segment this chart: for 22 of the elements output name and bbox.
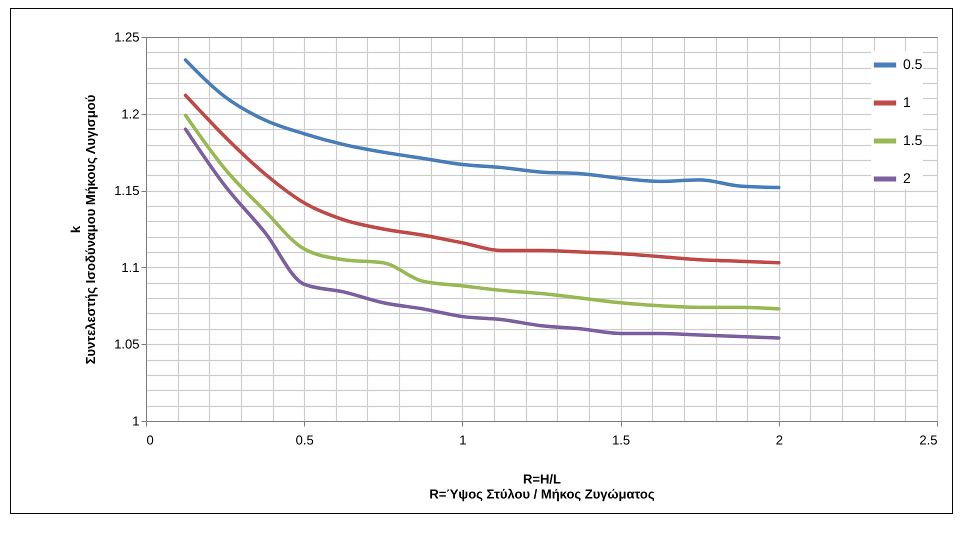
y-tick-label: 1.1	[121, 260, 140, 275]
legend-label: 1	[903, 94, 911, 110]
x-axis-title: R=H/L R=Ύψος Στύλου / Μήκος Ζυγώματος	[429, 472, 655, 502]
legend-label: 1.5	[903, 132, 923, 148]
x-tick-label: 2.5	[919, 432, 938, 448]
line-series	[184, 114, 781, 311]
y-tick-label: 1.2	[121, 106, 140, 122]
legend-label: 0.5	[903, 56, 923, 72]
x-tick-label: 0	[146, 432, 154, 448]
line-series	[184, 58, 781, 190]
y-tick-label: 1.15	[114, 183, 140, 198]
x-tick-label: 2	[776, 432, 783, 448]
y-tick-label: 1.25	[114, 30, 140, 44]
x-tick-label: 0.5	[296, 432, 314, 448]
y-tick-label: 1	[132, 414, 140, 428]
y-tick-label: 1.05	[114, 336, 140, 352]
y-axis-title: k Συντελεστής Ισοδύναμου Μήκους Λυγισμού	[68, 94, 98, 364]
x-tick-label: 1.5	[612, 432, 630, 448]
x-tick-label: 1	[459, 432, 467, 448]
line-series	[184, 127, 781, 340]
legend-label: 2	[903, 170, 911, 186]
line-series	[184, 94, 781, 265]
